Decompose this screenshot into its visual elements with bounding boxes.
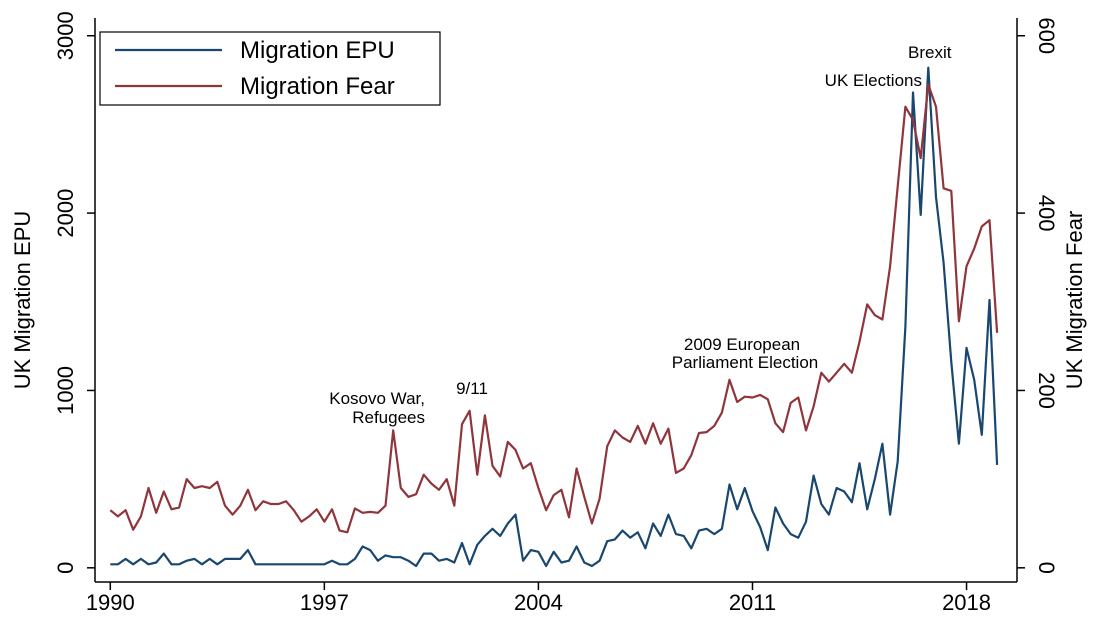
legend-label: Migration EPU (240, 37, 395, 64)
y-tick-label: 0 (53, 562, 78, 574)
y2-axis-title: UK Migration Fear (1062, 211, 1087, 390)
y2-tick-label: 0 (1034, 562, 1059, 574)
annotation: 2009 European (684, 335, 800, 354)
legend-label: Migration Fear (240, 73, 395, 100)
annotation: Parliament Election (672, 353, 818, 372)
annotation: Kosovo War, (329, 389, 425, 408)
annotation: Refugees (352, 408, 425, 427)
y2-tick-label: 600 (1034, 17, 1059, 54)
x-tick-label: 1990 (86, 590, 135, 615)
y-tick-label: 2000 (53, 189, 78, 238)
x-tick-label: 2018 (942, 590, 991, 615)
series-line (109, 83, 999, 534)
series-line (110, 66, 999, 568)
y2-tick-label: 400 (1034, 195, 1059, 232)
x-tick-label: 2011 (729, 590, 776, 615)
x-tick-label: 2004 (514, 590, 563, 615)
annotation: 9/11 (456, 379, 488, 398)
x-tick-label: 1997 (300, 590, 349, 615)
annotation: UK Elections (825, 71, 922, 90)
y-tick-label: 3000 (53, 11, 78, 60)
y2-tick-label: 200 (1034, 372, 1059, 409)
legend-box (99, 31, 441, 106)
annotation: Brexit (908, 43, 952, 62)
y-axis-title: UK Migration EPU (10, 211, 35, 390)
y-tick-label: 1000 (53, 366, 78, 415)
